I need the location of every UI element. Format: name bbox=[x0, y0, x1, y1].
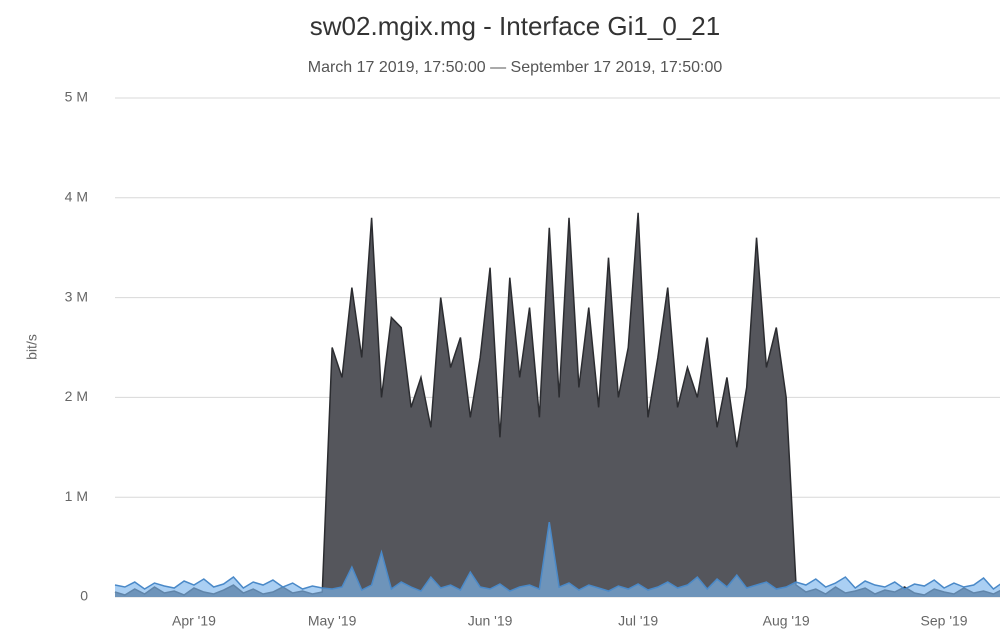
y-tick-label: 5 M bbox=[65, 89, 88, 105]
y-tick-label: 3 M bbox=[65, 288, 88, 304]
area bbox=[115, 522, 1000, 597]
y-tick-label: 1 M bbox=[65, 488, 88, 504]
chart-subtitle: March 17 2019, 17:50:00 — September 17 2… bbox=[308, 59, 723, 76]
x-tick-label: May '19 bbox=[308, 613, 357, 629]
y-axis-label: bit/s bbox=[24, 334, 40, 360]
x-tick-label: Sep '19 bbox=[921, 613, 968, 629]
x-tick-label: Jun '19 bbox=[468, 613, 513, 629]
chart-title: sw02.mgix.mg - Interface Gi1_0_21 bbox=[310, 11, 720, 41]
area bbox=[115, 212, 1000, 597]
y-tick-label: 0 bbox=[80, 588, 88, 604]
y-tick-label: 4 M bbox=[65, 189, 88, 205]
x-tick-label: Jul '19 bbox=[618, 613, 658, 629]
x-tick-label: Aug '19 bbox=[763, 613, 810, 629]
line bbox=[114, 522, 1000, 592]
y-tick-label: 2 M bbox=[65, 388, 88, 404]
x-tick-label: Apr '19 bbox=[172, 613, 216, 629]
